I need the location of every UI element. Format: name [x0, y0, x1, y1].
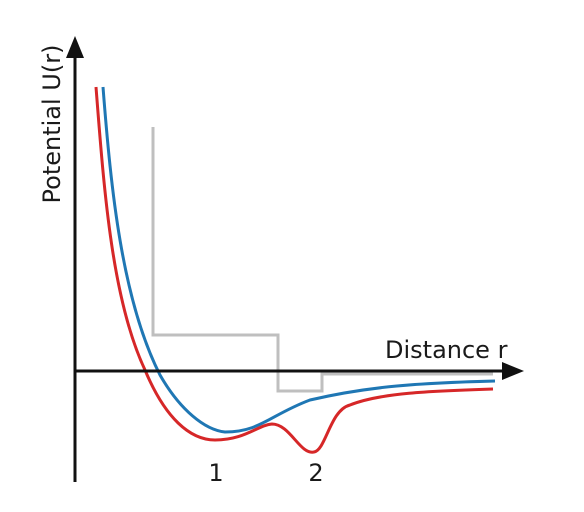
blue-potential-curve [101, 86, 496, 434]
y-axis-arrow-icon [66, 36, 84, 58]
red-potential-curve [94, 86, 494, 454]
x-axis-label: Distance r [385, 336, 508, 364]
x-axis-arrow-icon [502, 362, 524, 380]
well-label-1: 1 [208, 459, 223, 487]
well-label-2: 2 [308, 459, 323, 487]
y-axis-label: Potential U(r) [38, 45, 66, 204]
gray-step-potential [151, 127, 493, 393]
